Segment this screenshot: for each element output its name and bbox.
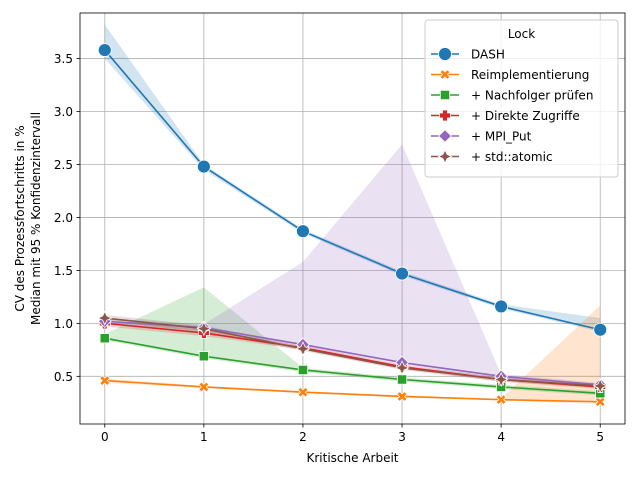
y-tick-label: 1.5 — [54, 264, 73, 278]
legend-marker-std-atomic — [437, 148, 453, 165]
legend-marker-dash — [438, 47, 452, 61]
legend-label-mpi-put: + MPI_Put — [471, 130, 532, 144]
y-ticks: 0.5 1.0 1.5 2.0 2.5 3.0 3.5 — [54, 52, 80, 384]
ci-band-reimplementierung — [104, 305, 601, 404]
ci-band-mpi-put — [104, 144, 601, 387]
data-point-dash — [395, 266, 409, 281]
series-line-dash — [104, 49, 601, 331]
data-point-nachfolger-pr-fen — [198, 351, 209, 362]
y-axis-label-line-1: CV des Prozessfortschritts in % — [13, 125, 27, 311]
legend-box — [424, 19, 619, 178]
x-ticks: 0 1 2 3 4 5 — [101, 424, 604, 444]
data-point-reimplementierung — [396, 390, 408, 402]
x-tick-label: 1 — [200, 430, 208, 444]
series-lines — [104, 49, 601, 403]
x-tick-label: 4 — [497, 430, 505, 444]
y-tick-label: 2.5 — [54, 158, 73, 172]
data-point-reimplementierung — [495, 394, 507, 406]
y-axis-label: CV des Prozessfortschritts in % Median m… — [13, 112, 43, 325]
data-point-nachfolger-pr-fen — [297, 364, 309, 376]
series-line-reimplementierung — [104, 379, 601, 403]
series-markers — [97, 43, 608, 408]
data-point-std-atomic — [592, 378, 608, 394]
series-line-std-atomic — [104, 317, 601, 387]
y-tick-label: 2.0 — [54, 211, 73, 225]
x-tick-label: 3 — [398, 430, 406, 444]
series-line-nachfolger-pr-fen — [104, 337, 601, 395]
legend-label-std-atomic: + std::atomic — [471, 150, 553, 164]
legend: Lock DASH Reimplementierung + Nachfolger p… — [424, 19, 619, 178]
y-tick-label: 3.5 — [54, 52, 73, 66]
legend-marker-reimplementierung — [439, 68, 451, 81]
y-axis-label-line-2: Median mit 95 % Konfidenzintervall — [29, 112, 43, 325]
legend-marker-direkte-zugriffe — [439, 109, 451, 122]
data-point-reimplementierung — [297, 386, 309, 398]
legend-label-dash: DASH — [471, 48, 505, 62]
data-point-dash — [196, 159, 211, 174]
data-point-std-atomic — [493, 371, 509, 388]
legend-label-nachfolger-pr-fen: + Nachfolger prüfen — [471, 89, 593, 103]
data-point-reimplementierung — [198, 381, 210, 393]
data-point-dash — [97, 43, 112, 57]
legend-label-direkte-zugriffe: + Direkte Zugriffe — [471, 109, 580, 123]
data-point-reimplementierung — [99, 375, 111, 387]
legend-marker-nachfolger-pr-fen — [439, 89, 451, 101]
data-point-dash — [296, 224, 310, 239]
x-tick-label: 2 — [299, 430, 307, 444]
legend-label-reimplementierung: Reimplementierung — [471, 68, 589, 82]
data-point-dash — [494, 299, 509, 314]
data-point-std-atomic — [97, 310, 113, 326]
ci-band-nachfolger-pr-fen — [104, 287, 601, 396]
legend-items: DASH Reimplementierung + Nachfolger prüfen… — [431, 47, 593, 165]
legend-title: Lock — [508, 27, 535, 41]
data-point-dash — [593, 322, 608, 337]
data-point-std-atomic — [295, 341, 311, 357]
data-point-nachfolger-pr-fen — [396, 374, 408, 385]
x-axis-label: Kritische Arbeit — [306, 451, 398, 465]
data-point-std-atomic — [394, 360, 410, 376]
data-point-std-atomic — [196, 321, 212, 337]
legend-marker-mpi-put — [438, 129, 452, 143]
y-tick-label: 3.0 — [54, 105, 73, 119]
y-tick-label: 1.0 — [54, 317, 73, 331]
y-tick-label: 0.5 — [54, 370, 73, 384]
data-point-nachfolger-pr-fen — [99, 333, 110, 344]
axes-frame — [79, 12, 626, 425]
x-tick-label: 5 — [596, 430, 604, 444]
x-tick-label: 0 — [101, 430, 109, 444]
